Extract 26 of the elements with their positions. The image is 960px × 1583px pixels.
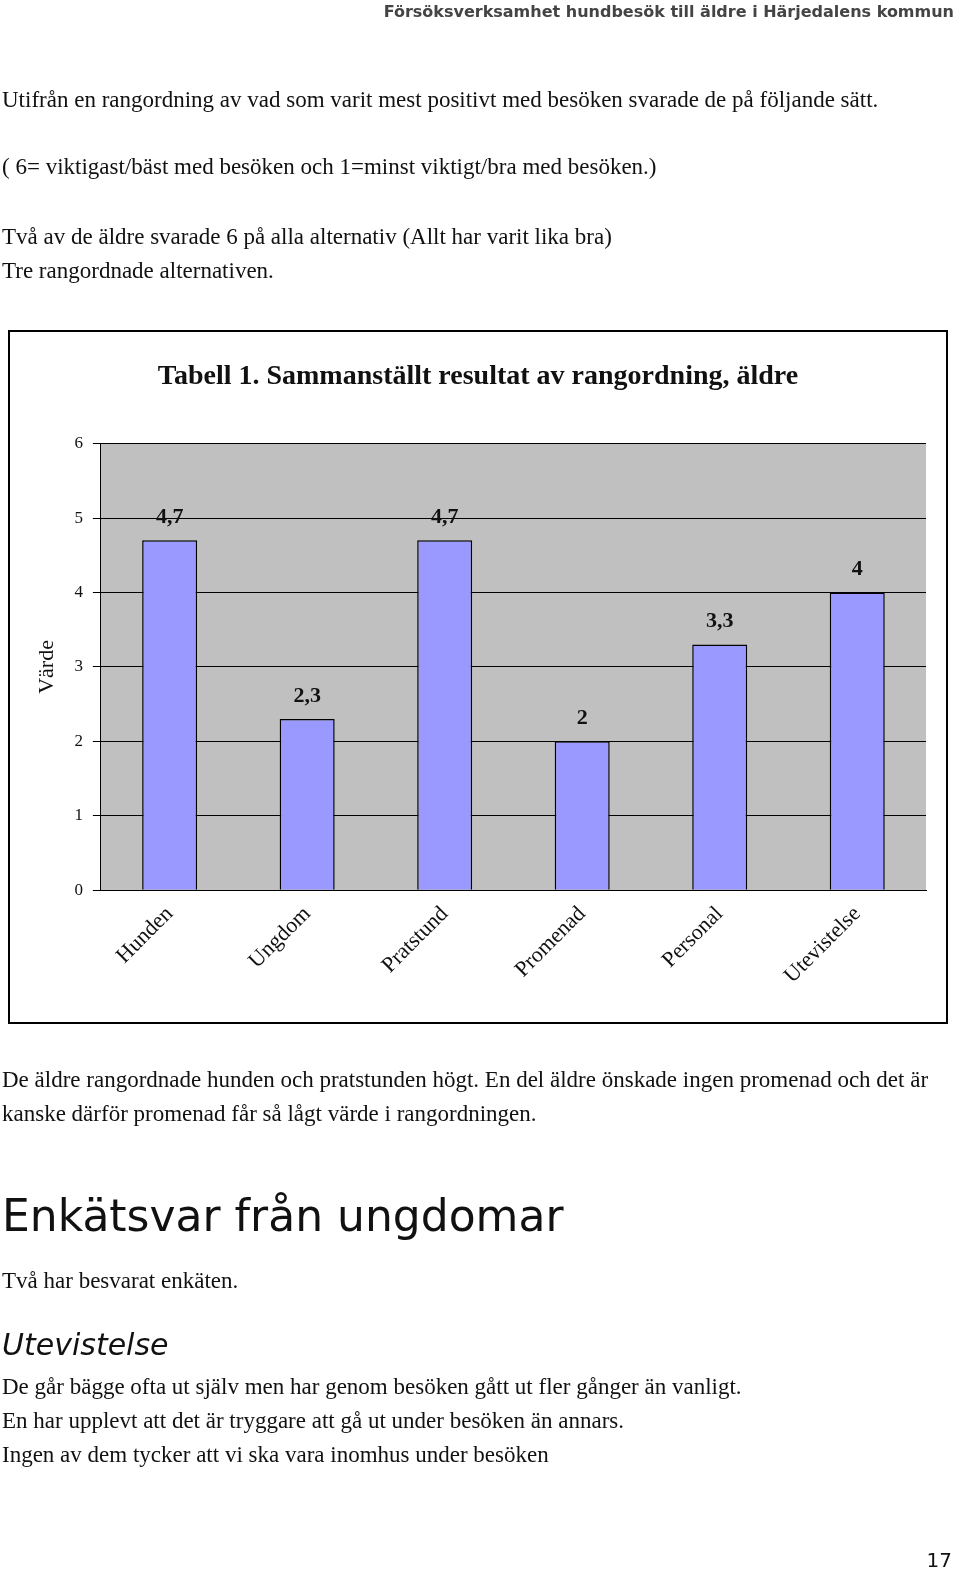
text: De går bägge ofta ut själv men har genom besöken gått ut fler gånger än vanligt. [2,1373,742,1401]
text: De äldre rangordnade hunden och pratstunden högt. En del äldre önskade ingen promenad och det är kanske därför promenad får så lågt värde i rangordningen. [2,1066,930,1128]
data-label: 2 [576,704,588,730]
y-tick-label: 5 [74,507,83,527]
y-tick-label: 4 [74,581,84,601]
text: Tre rangordnade alternativen. [2,257,274,285]
y-tick-label: 1 [74,805,83,825]
data-label: 4 [851,555,863,581]
text: Två har besvarat enkäten. [2,1267,239,1295]
text: Två av de äldre svarade 6 på alla alternativ (Allt har varit lika bra) [2,223,612,251]
text: Utevistelse [2,1326,169,1364]
text: 17 [926,1548,952,1572]
text: ( 6= viktigast/bäst med besöken och 1=minst viktigt/bra med besöken.) [2,153,657,181]
y-tick-label: 2 [74,730,83,750]
text: Ingen av dem tycker att vi ska vara inomhus under besöken [2,1441,549,1469]
y-axis-title: Värde [32,640,58,694]
text: Försöksverksamhet hundbesök till äldre i Härjedalens kommun [383,2,954,21]
data-label: 3,3 [705,607,734,633]
data-label: 2,3 [293,681,321,707]
text: Utifrån en rangordning av vad som varit mest positivt med besöken svarade de på följande sätt. [2,86,880,114]
text: En har upplevt att det är tryggare att gå ut under besöken än annars. [2,1407,625,1435]
text: Enkätsvar från ungdomar [2,1189,564,1243]
y-tick-label: 6 [74,433,83,453]
y-tick-label: 3 [74,656,83,676]
y-tick-label: 0 [74,879,83,899]
chart-title: Tabell 1. Sammanställt resultat av rangordning, äldre [157,359,799,391]
